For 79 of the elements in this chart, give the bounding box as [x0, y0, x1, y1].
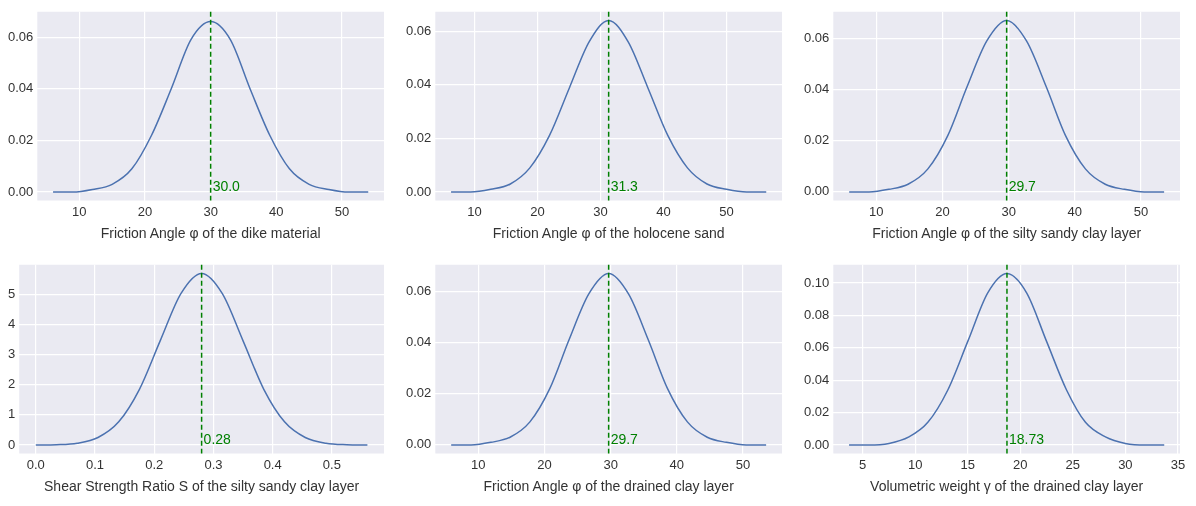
y-tick-label: 5 [8, 286, 16, 302]
x-tick-label: 30 [603, 456, 618, 472]
ref-line-label: 0.28 [203, 430, 232, 447]
x-tick-label: 0.2 [145, 456, 164, 472]
x-tick-label: 10 [467, 203, 482, 219]
y-tick-label: 0.06 [7, 28, 34, 44]
x-tick-label: 30 [203, 203, 218, 219]
x-tick-label: 25 [1065, 456, 1081, 472]
y-tick-label: 0.06 [803, 29, 830, 45]
x-tick-label: 10 [471, 456, 486, 472]
y-tick-label: 0.02 [803, 132, 830, 148]
x-tick-label: 10 [869, 203, 884, 219]
ref-line-label: 29.7 [1008, 177, 1037, 194]
x-axis-title: Friction Angle φ of the holocene sand [492, 225, 725, 242]
y-tick-label: 0.02 [7, 132, 34, 147]
x-tick-label: 10 [908, 456, 923, 472]
x-tick-label: 30 [1118, 456, 1133, 472]
line-series [450, 272, 767, 446]
x-tick-label: 20 [530, 203, 545, 219]
y-tick-label: 0.00 [803, 183, 830, 199]
x-tick-label: 40 [269, 203, 284, 219]
y-tick-label: 0.02 [405, 385, 432, 401]
y-tick-label: 0.06 [803, 339, 830, 355]
x-tick-label: 0.0 [26, 456, 45, 472]
x-tick-label: 20 [137, 203, 153, 219]
y-tick-label: 0.04 [405, 334, 432, 350]
line-series [848, 272, 1165, 446]
x-tick-label: 30 [1001, 203, 1016, 219]
ref-line-label: 18.73 [1008, 430, 1045, 447]
y-tick-label: 0.06 [405, 282, 432, 298]
y-tick-label: 0.00 [803, 436, 830, 452]
y-tick-label: 0.06 [405, 22, 432, 38]
x-tick-label: 20 [537, 456, 552, 472]
y-tick-label: 0.10 [803, 274, 830, 290]
x-tick-label: 40 [656, 203, 671, 219]
x-tick-label: 50 [735, 456, 751, 472]
y-tick-label: 0.00 [405, 436, 432, 452]
x-tick-label: 20 [1013, 456, 1028, 472]
y-tick-label: 4 [8, 316, 16, 332]
x-tick-label: 5 [859, 456, 867, 472]
line-series [450, 19, 767, 193]
x-axis-title: Shear Strength Ratio S of the silty sandy clay layer [44, 478, 360, 495]
ref-line-label: 30.0 [212, 177, 241, 194]
y-tick-label: 0 [8, 436, 16, 452]
x-tick-label: 50 [719, 203, 734, 219]
x-tick-label: 0.1 [85, 456, 105, 472]
line-series [52, 20, 369, 193]
x-axis-title: Friction Angle φ of the silty sandy clay layer [872, 225, 1142, 242]
x-axis-title: Friction Angle φ of the dike material [100, 225, 321, 242]
y-tick-label: 0.08 [803, 307, 830, 323]
x-tick-label: 10 [72, 203, 87, 219]
x-tick-label: 50 [334, 203, 350, 219]
x-tick-label: 40 [669, 456, 685, 472]
x-tick-label: 0.3 [204, 456, 223, 472]
x-axis-title: Friction Angle φ of the drained clay layer [483, 478, 735, 495]
x-tick-label: 30 [593, 203, 608, 219]
ref-line-label: 29.7 [610, 430, 639, 447]
x-tick-label: 35 [1170, 456, 1186, 472]
y-tick-label: 0.02 [803, 404, 830, 420]
y-tick-label: 0.02 [405, 129, 432, 145]
line-series [35, 272, 369, 446]
ref-line-label: 31.3 [610, 177, 639, 194]
x-tick-label: 20 [935, 203, 950, 219]
x-tick-label: 15 [960, 456, 976, 472]
y-tick-label: 1 [8, 406, 16, 422]
x-tick-label: 0.4 [263, 456, 282, 472]
y-tick-label: 0.04 [803, 371, 830, 387]
y-tick-label: 3 [8, 346, 16, 362]
x-axis-title: Volumetric weight γ of the drained clay layer [870, 478, 1144, 495]
x-tick-label: 50 [1133, 203, 1149, 219]
y-tick-label: 2 [8, 376, 16, 392]
y-tick-label: 0.04 [7, 80, 34, 96]
y-tick-label: 0.00 [7, 183, 34, 199]
y-tick-label: 0.00 [405, 183, 432, 199]
x-tick-label: 40 [1067, 203, 1083, 219]
y-tick-label: 0.04 [405, 76, 432, 92]
line-series [848, 19, 1165, 193]
x-tick-label: 0.5 [322, 456, 341, 472]
y-tick-label: 0.04 [803, 81, 830, 97]
